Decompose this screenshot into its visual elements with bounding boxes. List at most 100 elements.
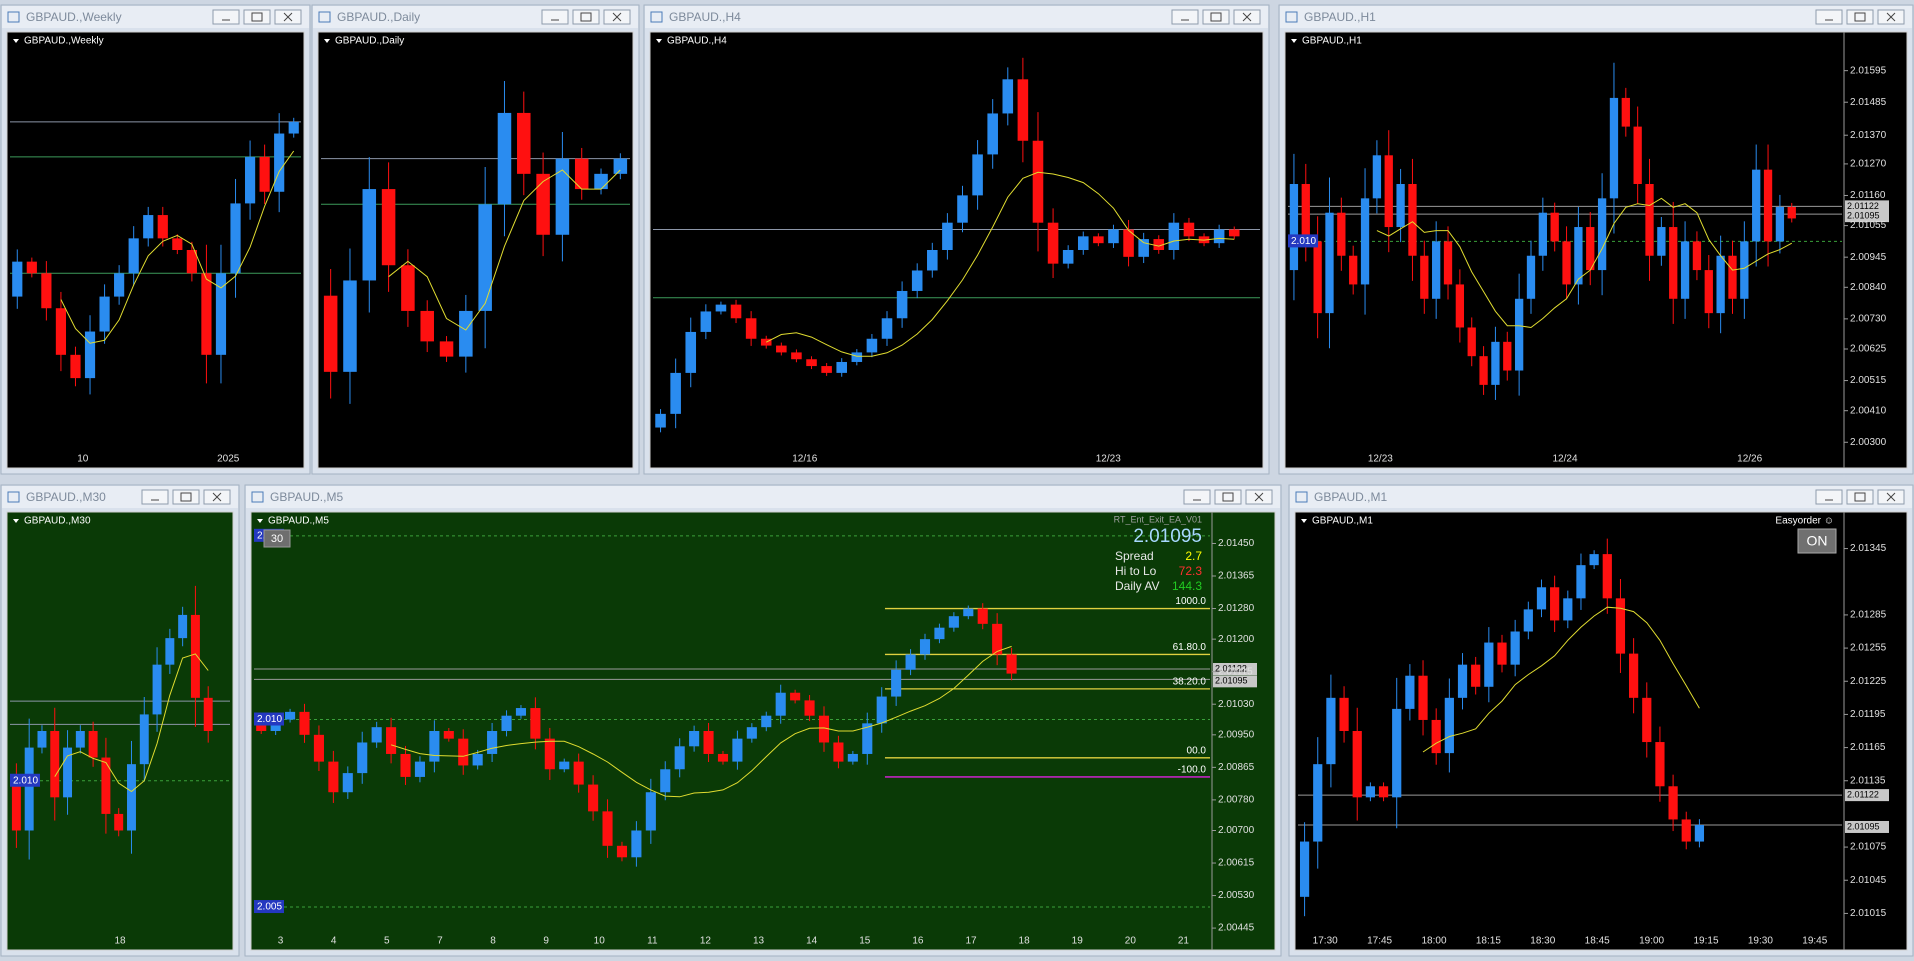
window-minimize-button[interactable] [1171, 9, 1199, 25]
on-button-label: ON [1807, 533, 1828, 549]
on-button[interactable] [1797, 528, 1837, 554]
candle-body [1339, 697, 1349, 731]
price-marker-label: 2.01122 [1215, 663, 1247, 673]
candle-body [41, 273, 52, 309]
candle-body [645, 792, 656, 831]
candle-body [401, 265, 415, 311]
candle-body [715, 304, 727, 312]
window-minimize-button[interactable] [1815, 9, 1843, 25]
time-label: 15 [859, 936, 871, 947]
candle-body [26, 261, 37, 274]
candle-body [536, 173, 550, 235]
time-label: 13 [753, 936, 765, 947]
plot [10, 585, 230, 860]
candle-body [1538, 212, 1547, 256]
candle-body [1006, 654, 1017, 674]
window-minimize-button[interactable] [541, 9, 569, 25]
candle-body [497, 112, 512, 205]
price-tick-label: 2.00950 [1218, 729, 1255, 740]
candle-body [1457, 664, 1468, 698]
plot [1288, 62, 1842, 400]
candle-body [1471, 664, 1481, 687]
candle-body [1629, 653, 1639, 698]
candle-body [152, 664, 162, 715]
price-marker-label: 2.01122 [1847, 201, 1879, 211]
price-marker-box [1845, 210, 1889, 223]
left-marker-box [254, 712, 284, 726]
candle-body [517, 112, 531, 174]
candle-body [689, 731, 700, 747]
candle-body [1550, 212, 1559, 242]
window-minimize-button[interactable] [141, 489, 169, 505]
candle-body [836, 361, 847, 373]
time-label: 11 [647, 936, 658, 947]
fib-label: -100.0 [1178, 765, 1207, 776]
window-maximize-button[interactable] [172, 489, 200, 505]
candle-body [1372, 155, 1382, 199]
price-tick-label: 2.01115 [1218, 666, 1253, 677]
close-icon [283, 12, 293, 22]
window-minimize-button[interactable] [1815, 489, 1843, 505]
window-maximize-button[interactable] [572, 9, 600, 25]
candle-body [274, 133, 285, 192]
candle-body [1642, 697, 1652, 743]
candle-body [357, 742, 368, 774]
candle-body [1657, 227, 1666, 256]
candle-body [1523, 609, 1533, 632]
candle-body [1752, 169, 1761, 242]
window-maximize-button[interactable] [1214, 489, 1242, 505]
price-marker-box [1213, 675, 1257, 688]
candle-body [1602, 554, 1612, 599]
moving-average [1422, 606, 1700, 753]
window-maximize-button[interactable] [1202, 9, 1230, 25]
candle-body [775, 692, 786, 716]
candle-body [1669, 227, 1678, 299]
candle-body [429, 731, 440, 762]
window-maximize-button[interactable] [243, 9, 271, 25]
time-label: 17 [965, 936, 977, 947]
candle-body [88, 731, 98, 758]
price-tick-label: 2.01595 [1850, 65, 1887, 76]
candle-body [1326, 697, 1336, 765]
candle-body [942, 222, 953, 250]
candle-body [866, 338, 878, 353]
candle-body [1378, 786, 1389, 798]
candle-body [128, 238, 139, 274]
stat-label: Hi to Lo [1115, 564, 1157, 578]
candle-body [891, 669, 902, 697]
window-maximize-button[interactable] [1846, 9, 1874, 25]
price-tick-label: 2.01270 [1850, 159, 1887, 170]
candle-body [717, 753, 729, 762]
left-marker-label: 2.010 [1291, 236, 1316, 247]
candle-body [530, 708, 541, 739]
candle-body [1615, 598, 1626, 654]
time-label: 10 [594, 936, 606, 947]
candle-body [573, 761, 584, 785]
candle-body [804, 700, 815, 716]
candle-body [806, 359, 817, 367]
time-label: 19 [1072, 936, 1084, 947]
price-tick-label: 2.01285 [1850, 610, 1887, 621]
candle-body [1418, 675, 1428, 720]
candle-body [501, 715, 512, 731]
window-maximize-button[interactable] [1846, 489, 1874, 505]
time-label: 5 [384, 936, 390, 947]
chart-background [6, 31, 305, 469]
price-tick-label: 2.00410 [1850, 405, 1887, 416]
stat-label: Daily AV [1115, 579, 1159, 593]
candle-body [631, 830, 642, 858]
timeframe-button[interactable] [263, 529, 291, 548]
candle-body [1002, 79, 1014, 114]
plot [10, 113, 301, 395]
menu-triangle [1291, 39, 1297, 43]
window-minimize-button[interactable] [212, 9, 240, 25]
candle-body [703, 731, 714, 754]
price-tick-label: 2.00700 [1218, 825, 1255, 836]
window-minimize-button[interactable] [1183, 489, 1211, 505]
window-icon [1295, 491, 1308, 503]
time-label: 19:45 [1802, 936, 1827, 947]
candle-body [99, 296, 110, 332]
candle-body [323, 295, 338, 372]
candle-body [1077, 236, 1089, 250]
